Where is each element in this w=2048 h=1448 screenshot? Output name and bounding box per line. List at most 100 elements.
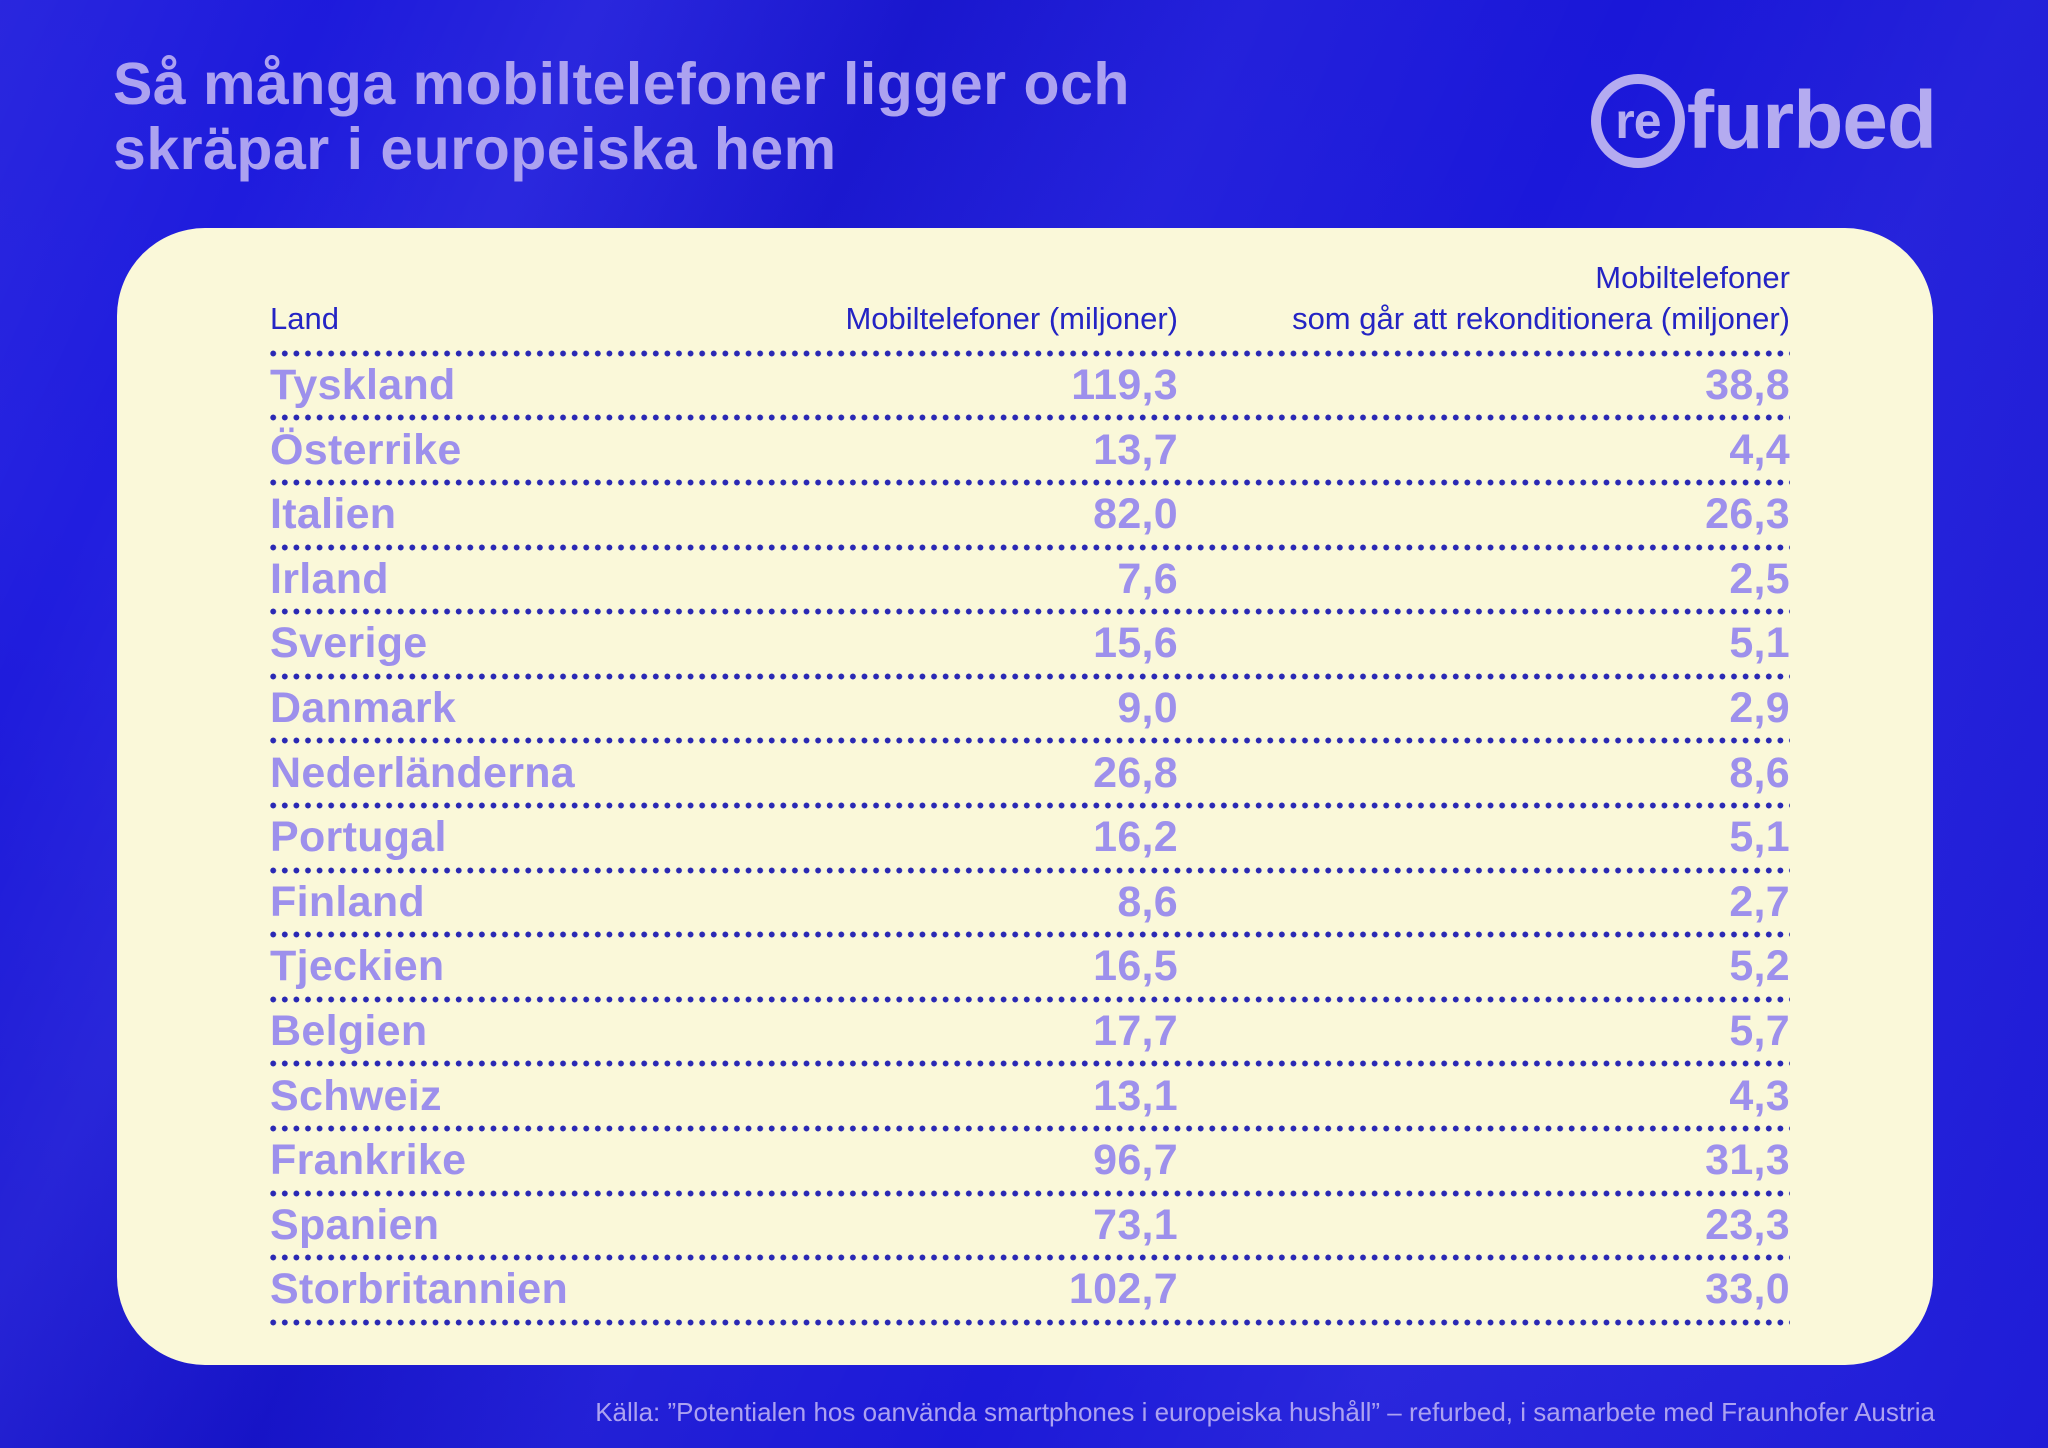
cell-land: Danmark [270,684,457,733]
cell-land: Spanien [270,1200,440,1249]
table-row-group: Schweiz 13,1 4,3 [270,1067,1790,1132]
cell-mobiltelefoner: 8,6 [1117,877,1178,926]
table-row: Schweiz 13,1 4,3 [270,1067,1790,1125]
header-divider-dotted [270,349,1790,357]
table-row: Italien 82,0 26,3 [270,486,1790,544]
cell-rekonditionera: 4,3 [1729,1071,1790,1120]
cell-mobiltelefoner: 15,6 [1093,619,1178,668]
table-row-group: Nederländerna 26,8 8,6 [270,744,1790,809]
cell-mobiltelefoner: 26,8 [1093,748,1178,797]
cell-land: Belgien [270,1007,428,1056]
cell-mobiltelefoner: 9,0 [1117,684,1178,733]
table-row: Sverige 15,6 5,1 [270,615,1790,673]
cell-land: Tyskland [270,361,456,410]
cell-rekonditionera: 5,2 [1729,942,1790,991]
data-card: Land Mobiltelefoner (miljoner) Mobiltele… [117,228,1933,1365]
table-row-group: Finland 8,6 2,7 [270,874,1790,939]
cell-rekonditionera: 2,7 [1729,877,1790,926]
cell-rekonditionera: 8,6 [1729,748,1790,797]
cell-mobiltelefoner: 16,5 [1093,942,1178,991]
table-row: Tjeckien 16,5 5,2 [270,938,1790,996]
row-divider-dotted [270,672,1790,680]
cell-rekonditionera: 5,1 [1729,813,1790,862]
row-divider-dotted [270,737,1790,745]
table-row: Spanien 73,1 23,3 [270,1197,1790,1255]
table-row-group: Irland 7,6 2,5 [270,551,1790,616]
cell-mobiltelefoner: 119,3 [1071,361,1178,410]
table-row: Belgien 17,7 5,7 [270,1003,1790,1061]
table-row: Nederländerna 26,8 8,6 [270,744,1790,802]
row-divider-dotted [270,479,1790,486]
cell-mobiltelefoner: 13,1 [1093,1071,1178,1120]
table-row: Österrike 13,7 4,4 [270,421,1790,479]
cell-land: Österrike [270,425,462,474]
cell-mobiltelefoner: 102,7 [1068,1265,1178,1314]
cell-rekonditionera: 33,0 [1705,1265,1790,1314]
row-divider-dotted [270,801,1790,809]
row-divider-dotted [270,1124,1790,1132]
cell-land: Storbritannien [270,1265,569,1314]
cell-land: Schweiz [270,1071,442,1120]
table-row-group: Danmark 9,0 2,9 [270,680,1790,745]
cell-rekonditionera: 23,3 [1705,1200,1790,1249]
table-row-group: Österrike 13,7 4,4 [270,421,1790,486]
header-rekonditionera-line2: som går att rekonditionera (miljoner) [1292,300,1790,336]
cell-rekonditionera: 5,7 [1729,1007,1790,1056]
cell-land: Frankrike [270,1136,467,1185]
source-note: Källa: ”Potentialen hos oanvända smartph… [595,1397,1935,1427]
refurbed-logo-circle-icon: re [1590,74,1685,168]
row-divider-dotted [270,608,1790,616]
cell-mobiltelefoner: 73,1 [1093,1200,1178,1249]
row-divider-dotted [270,1189,1790,1197]
table-row: Storbritannien 102,7 33,0 [270,1261,1790,1319]
row-divider-dotted [270,866,1790,874]
cell-mobiltelefoner: 7,6 [1117,554,1178,603]
table-row-group: Portugal 16,2 5,1 [270,809,1790,874]
cell-mobiltelefoner: 16,2 [1093,813,1178,862]
table-row: Frankrike 96,7 31,3 [270,1132,1790,1190]
row-divider-dotted [270,414,1790,422]
cell-land: Irland [270,554,389,603]
page-title-line1: Så många mobiltelefoner ligger och [113,51,1130,117]
table-row-group: Storbritannien 102,7 33,0 [270,1261,1790,1326]
table-row-group: Tyskland 119,3 38,8 [270,357,1790,422]
table-row: Irland 7,6 2,5 [270,551,1790,609]
table-row-group: Tjeckien 16,5 5,2 [270,938,1790,1003]
table-row-group: Italien 82,0 26,3 [270,486,1790,551]
cell-mobiltelefoner: 96,7 [1093,1136,1178,1185]
row-divider-dotted [270,995,1790,1003]
table-row: Tyskland 119,3 38,8 [270,357,1790,415]
cell-land: Tjeckien [270,942,445,991]
refurbed-logo-circle-text: re [1615,93,1661,149]
row-divider-dotted [270,931,1790,939]
cell-land: Italien [270,490,397,539]
refurbed-logo: re furbed [1590,74,1937,168]
cell-rekonditionera: 4,4 [1729,425,1790,474]
table-row: Danmark 9,0 2,9 [270,680,1790,738]
row-divider-dotted [270,1060,1790,1068]
cell-rekonditionera: 31,3 [1705,1136,1790,1185]
row-divider-dotted [270,543,1790,551]
header-land: Land [270,300,339,336]
cell-land: Finland [270,877,425,926]
table-row-group: Belgien 17,7 5,7 [270,1003,1790,1068]
table-row-group: Spanien 73,1 23,3 [270,1197,1790,1262]
cell-land: Sverige [270,619,428,668]
table-row: Finland 8,6 2,7 [270,874,1790,932]
cell-rekonditionera: 38,8 [1705,361,1790,410]
page-title: Så många mobiltelefoner ligger och skräp… [113,52,1130,182]
page-title-line2: skräpar i europeiska hem [113,115,837,182]
cell-rekonditionera: 2,9 [1729,684,1790,733]
header-rekonditionera-line1: Mobiltelefoner [1595,260,1790,295]
table-header-row: Land Mobiltelefoner (miljoner) Mobiltele… [270,258,1790,350]
cell-land: Portugal [270,813,447,862]
cell-rekonditionera: 26,3 [1705,490,1790,539]
header-mobiltelefoner: Mobiltelefoner (miljoner) [845,300,1178,336]
row-divider-dotted [270,1254,1790,1262]
table-body: Tyskland 119,3 38,8 Österrike 13,7 4,4 I… [270,357,1790,1326]
cell-land: Nederländerna [270,748,576,797]
cell-rekonditionera: 5,1 [1729,619,1790,668]
cell-rekonditionera: 2,5 [1729,554,1790,603]
cell-mobiltelefoner: 17,7 [1093,1007,1178,1056]
table-row-group: Frankrike 96,7 31,3 [270,1132,1790,1197]
